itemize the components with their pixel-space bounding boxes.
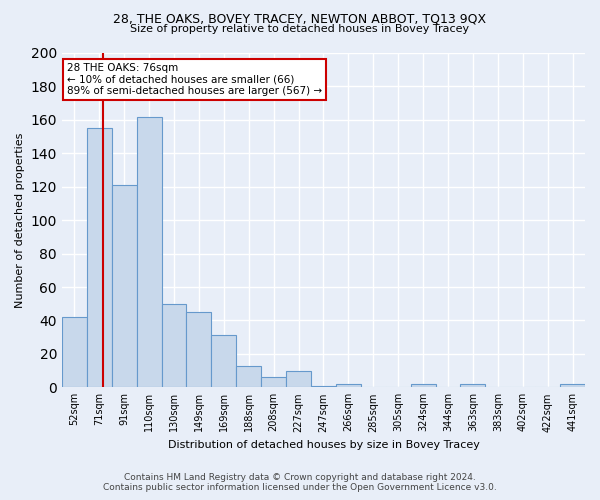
Text: Contains HM Land Registry data © Crown copyright and database right 2024.
Contai: Contains HM Land Registry data © Crown c… — [103, 473, 497, 492]
Bar — [236, 366, 261, 388]
Bar — [187, 312, 211, 388]
Text: 28, THE OAKS, BOVEY TRACEY, NEWTON ABBOT, TQ13 9QX: 28, THE OAKS, BOVEY TRACEY, NEWTON ABBOT… — [113, 12, 487, 26]
Bar — [161, 304, 187, 388]
Y-axis label: Number of detached properties: Number of detached properties — [15, 132, 25, 308]
Bar — [261, 378, 286, 388]
Bar — [336, 384, 361, 388]
X-axis label: Distribution of detached houses by size in Bovey Tracey: Distribution of detached houses by size … — [167, 440, 479, 450]
Text: Size of property relative to detached houses in Bovey Tracey: Size of property relative to detached ho… — [130, 24, 470, 34]
Bar — [460, 384, 485, 388]
Bar — [311, 386, 336, 388]
Bar — [137, 116, 161, 388]
Text: 28 THE OAKS: 76sqm
← 10% of detached houses are smaller (66)
89% of semi-detache: 28 THE OAKS: 76sqm ← 10% of detached hou… — [67, 63, 322, 96]
Bar — [87, 128, 112, 388]
Bar — [410, 384, 436, 388]
Bar — [211, 336, 236, 388]
Bar — [112, 185, 137, 388]
Bar — [560, 384, 585, 388]
Bar — [62, 317, 87, 388]
Bar — [286, 370, 311, 388]
